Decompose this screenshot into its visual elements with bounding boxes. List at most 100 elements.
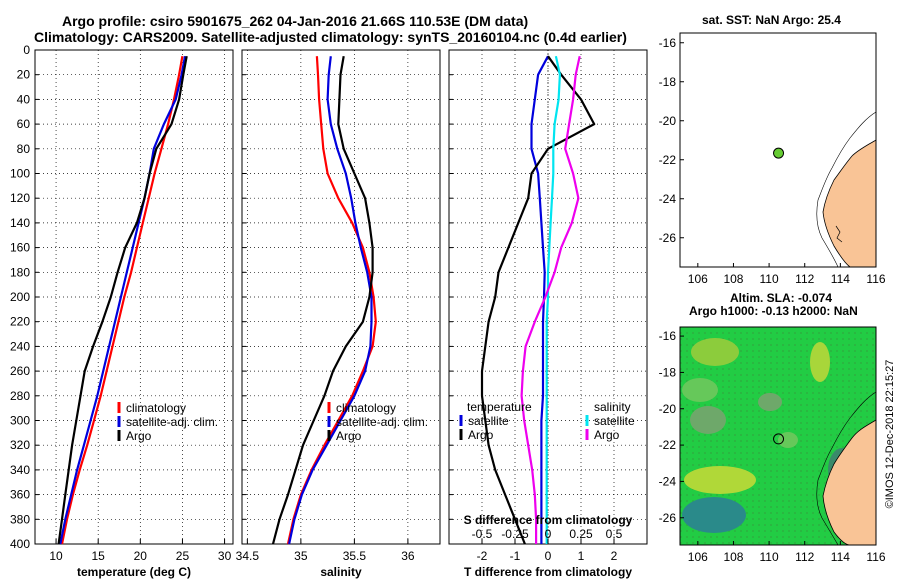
diff-s-legend-label: Argo <box>594 428 620 442</box>
temp-xtick-label: 25 <box>176 549 190 563</box>
map-ytick-label: -16 <box>659 36 677 50</box>
temp-xtick-label: 20 <box>134 549 148 563</box>
sla-land <box>822 419 876 545</box>
diff-series-t-argo <box>480 55 596 545</box>
sla-blob-yellow-nw <box>691 338 739 366</box>
temp-ytick-label: 140 <box>10 216 30 230</box>
temp-ytick-label: 280 <box>10 389 30 403</box>
temp-ytick-label: 80 <box>17 142 31 156</box>
temp-ytick-label: 180 <box>10 265 30 279</box>
temp-ytick-label: 20 <box>17 68 31 82</box>
map-ytick-label: -22 <box>659 153 677 167</box>
sal-xtick-label: 36 <box>401 549 415 563</box>
sal-xtick-label: 35.5 <box>343 549 367 563</box>
map-ytick-label: -18 <box>659 75 677 89</box>
temp-legend-label: climatology <box>126 401 186 415</box>
map-islands <box>835 225 843 243</box>
temp-legend-label: satellite-adj. clim. <box>126 415 218 429</box>
map-xtick-label: 116 <box>866 272 885 286</box>
temp-ytick-label: 360 <box>10 488 30 502</box>
map-profile-marker <box>773 147 785 159</box>
temp-ytick-label: 340 <box>10 463 30 477</box>
sla-xtick-label: 108 <box>723 550 743 564</box>
temp-ytick-label: 240 <box>10 339 30 353</box>
diff-s-xtick-label: -0.25 <box>501 527 529 541</box>
map-xtick-label: 112 <box>795 272 814 286</box>
sla-xtick-label: 114 <box>831 550 850 564</box>
diff-s-xtick-label: 0.5 <box>606 527 623 541</box>
temp-ytick-label: 260 <box>10 364 30 378</box>
temp-ytick-label: 60 <box>17 117 31 131</box>
diff-t-legend-label: Argo <box>468 428 494 442</box>
sla-subtitle: Argo h1000: -0.13 h2000: NaN <box>689 304 858 318</box>
diff-xtick-label: 1 <box>578 549 585 563</box>
sal-xtick-label: 34.5 <box>236 549 260 563</box>
map-isobath <box>816 111 877 268</box>
map-ytick-label: -24 <box>659 192 677 206</box>
sla-profile-marker <box>773 433 785 445</box>
diff-xtick-label: -2 <box>477 549 488 563</box>
diff-s-xtick-label: 0 <box>545 527 552 541</box>
sla-xtick-label: 110 <box>760 550 779 564</box>
sla-isobath <box>816 391 876 545</box>
diff-series-t-satellite <box>530 55 549 544</box>
sal-xtick-label: 35 <box>294 549 308 563</box>
temp-ytick-label: 120 <box>10 191 30 205</box>
sal-series-argo <box>271 56 374 545</box>
diff-series-s-argo <box>520 55 581 544</box>
diff-legend-temperature-title: temperature <box>467 400 532 414</box>
sla-ytick-label: -24 <box>659 474 677 488</box>
temp-xtick-label: 30 <box>218 549 232 563</box>
sla-frame <box>679 326 877 546</box>
sla-blob-teal <box>682 497 746 533</box>
temp-legend-label: Argo <box>126 429 152 443</box>
sla-title: Altim. SLA: -0.074 <box>730 291 833 305</box>
sal-legend-label: Argo <box>336 429 362 443</box>
s-difference-xlabel: S difference from climatology <box>464 513 633 527</box>
sla-blob-center <box>758 393 782 411</box>
sla-ytick-label: -26 <box>659 511 677 525</box>
temp-ytick-label: 220 <box>10 315 30 329</box>
map-xtick-label: 106 <box>688 272 708 286</box>
sal-series-climatology <box>286 56 377 545</box>
temperature-xlabel: temperature (deg C) <box>77 565 191 579</box>
sla-blob-west <box>690 406 726 434</box>
sla-blob-yellow-sw <box>684 466 756 494</box>
map-xtick-label: 108 <box>723 272 743 286</box>
temp-ytick-label: 0 <box>23 43 30 57</box>
title-line-1: Argo profile: csiro 5901675_262 04-Jan-2… <box>62 13 529 29</box>
difference-chart: -2 -1 0 1 2-0.5 -0.25 0 0.25 0.5 temperaturesate… <box>448 49 648 579</box>
diff-s-xtick-label: 0.25 <box>569 527 593 541</box>
sal-legend-label: climatology <box>336 401 396 415</box>
temp-ytick-label: 320 <box>10 438 30 452</box>
diff-s-xtick-label: -0.5 <box>472 527 493 541</box>
temperature-chart: 10 15 20 25 30020406080100120140160180200220… <box>10 43 234 579</box>
temp-xtick-label: 15 <box>92 549 106 563</box>
sal-series-satellite-adj-clim- <box>288 56 373 545</box>
temp-series-satellite-adj-clim- <box>59 56 187 545</box>
temp-xtick-label: 10 <box>49 549 63 563</box>
temp-ytick-label: 200 <box>10 290 30 304</box>
timestamp-credit: ©IMOS 12-Dec-2018 22:15:27 <box>884 360 896 509</box>
map-xtick-label: 110 <box>760 272 779 286</box>
temp-series-argo <box>57 56 188 545</box>
map-frame <box>679 32 877 268</box>
diff-xtick-label: 2 <box>611 549 618 563</box>
diff-legend-salinity-title: salinity <box>594 400 631 414</box>
diff-t-legend-label: satellite <box>468 414 509 428</box>
diff-xtick-label: -1 <box>510 549 521 563</box>
map-land <box>822 139 877 268</box>
sla-ytick-label: -18 <box>659 365 677 379</box>
diff-s-legend-label: satellite <box>594 414 635 428</box>
sla-map: 106 108 110 112 114 116 -16 -18 -20 -22 -24 -26 <box>659 326 886 564</box>
diff-series-s-satellite <box>545 55 561 544</box>
title-line-2: Climatology: CARS2009. Satellite-adjuste… <box>34 29 627 45</box>
temp-ytick-label: 400 <box>10 537 30 551</box>
sal-legend-label: satellite-adj. clim. <box>336 415 428 429</box>
sla-ytick-label: -16 <box>659 329 677 343</box>
sla-blob-yellow-ne <box>810 342 830 382</box>
sla-xtick-label: 112 <box>795 550 814 564</box>
diff-xtick-label: 0 <box>545 549 552 563</box>
